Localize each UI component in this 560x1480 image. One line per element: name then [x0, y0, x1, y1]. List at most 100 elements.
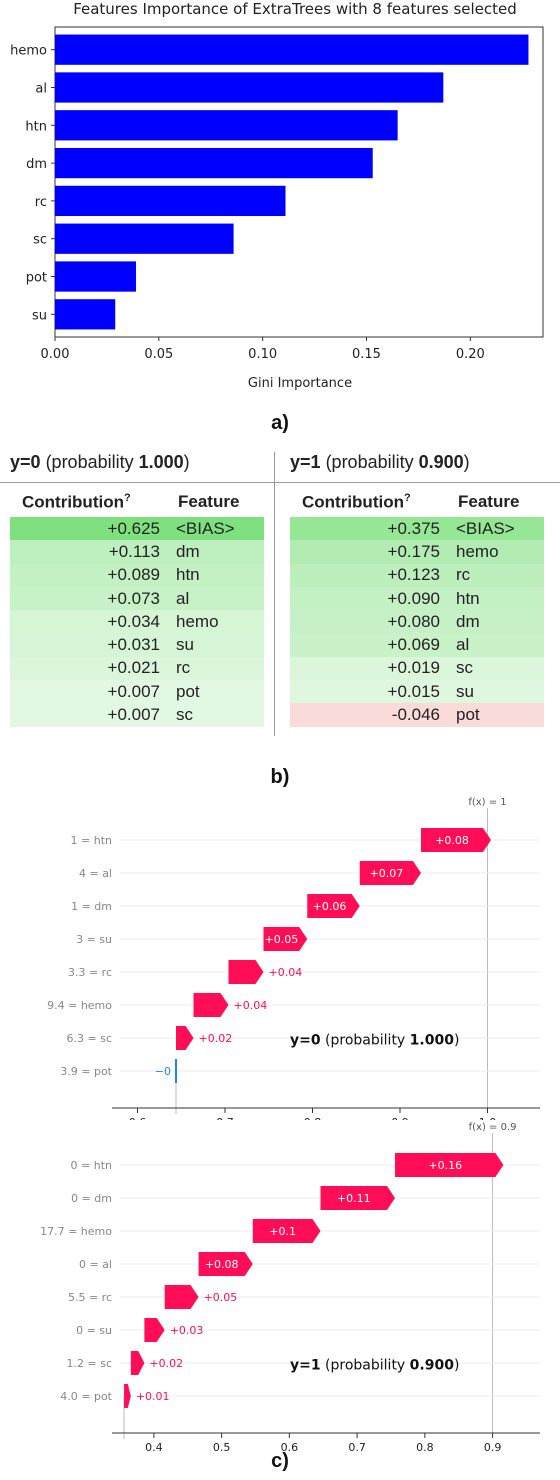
feature-name: pot [456, 705, 480, 725]
shap-bar [176, 1026, 194, 1050]
contribution-label: +0.01 [136, 1390, 170, 1403]
x-tick-label: 0.9 [484, 1441, 502, 1454]
bar-pot [55, 261, 136, 292]
contribution-label: +0.04 [234, 999, 268, 1012]
contribution-label: +0.05 [204, 1291, 238, 1304]
probability-prefix: (probability [325, 452, 419, 472]
shap-bar [421, 828, 491, 852]
probability-value: 0.900 [418, 452, 464, 472]
feature-name: <BIAS> [456, 518, 515, 538]
feature-name: dm [176, 541, 200, 561]
contribution-label: +0.04 [269, 966, 303, 979]
bar-sc [55, 223, 234, 254]
contribution-value: +0.113 [108, 541, 160, 561]
shap-waterfall-y1: f(x) = 0.9 0 = htn +0.16 0 = dm +0.11 17.7 = … [40, 1122, 540, 1454]
bar-hemo [55, 34, 529, 65]
y-tick-label: su [32, 308, 47, 323]
feature-label: 1 = dm [71, 900, 112, 913]
shap-bar [228, 960, 264, 984]
contribution-label: +0.11 [337, 1192, 371, 1205]
x-tick-label: 0.20 [456, 347, 485, 362]
chart-title: Features Importance of ExtraTrees with 8… [73, 0, 517, 18]
feature-header: Feature [458, 492, 520, 511]
contribution-table-y1: Contribution? Feature +0.375 <BIAS> +0.175… [290, 487, 544, 727]
shap-waterfall-y0: f(x) = 1 1 = htn +0.08 4 = al +0.07 1 = dm +0.… [47, 797, 540, 1120]
feature-name: sc [176, 705, 193, 725]
feature-label: 5.5 = rc [68, 1291, 112, 1304]
x-tick-label: 0.10 [248, 347, 277, 362]
table-row: +0.175 hemo [290, 540, 544, 564]
x-tick-label: 0.7 [348, 1441, 366, 1454]
prediction-annotation: y=1 (probability 0.900) [290, 1358, 459, 1374]
table-divider-top [0, 482, 560, 483]
contribution-value: +0.625 [107, 518, 160, 538]
feature-label: 0 = dm [71, 1192, 112, 1205]
plot-frame [54, 26, 544, 338]
contribution-value: +0.073 [107, 588, 160, 608]
contribution-value: +0.031 [107, 635, 160, 655]
contribution-value: +0.007 [107, 681, 160, 701]
table-row: +0.021 rc [10, 656, 264, 681]
contribution-label: +0.1 [269, 1225, 296, 1238]
shap-bar [395, 1153, 504, 1177]
contribution-header: Contribution? [302, 491, 411, 512]
contribution-value: +0.089 [107, 565, 160, 585]
feature-name: hemo [176, 611, 219, 631]
contribution-value: +0.015 [387, 681, 440, 701]
contribution-table-y0: Contribution? Feature +0.625 <BIAS> +0.113… [10, 487, 264, 727]
bar-al [55, 72, 444, 103]
y-tick-label: rc [35, 195, 47, 210]
feature-label: 17.7 = hemo [40, 1225, 112, 1238]
feature-label: 0 = su [76, 1324, 112, 1337]
panel-label-c: c) [271, 1450, 289, 1472]
panel-label-a: a) [271, 412, 289, 434]
feature-label: 0 = htn [71, 1159, 112, 1172]
class-label: y=0 [10, 452, 41, 472]
table-row: +0.625 <BIAS> [10, 517, 264, 541]
table-row: +0.034 hemo [10, 610, 264, 634]
feature-name: al [176, 588, 190, 608]
probability-value: 1.000 [138, 452, 184, 472]
contribution-label: +0.06 [313, 900, 347, 913]
feature-label: 1.2 = sc [67, 1357, 112, 1370]
table-row: +0.015 su [290, 680, 544, 704]
table-row: +0.007 pot [10, 680, 264, 704]
feature-label: 6.3 = sc [67, 1032, 112, 1045]
contribution-value: +0.375 [387, 518, 440, 538]
contribution-label: +0.07 [370, 867, 404, 880]
x-tick-label: 0.6 [129, 1116, 147, 1120]
contribution-label: +0.02 [199, 1032, 233, 1045]
x-tick-label: 0.7 [216, 1116, 234, 1120]
x-tick-label: 0.8 [416, 1441, 434, 1454]
feature-label: 4 = al [79, 867, 112, 880]
x-tick-label: 0.6 [281, 1441, 299, 1454]
bar-rc [55, 185, 286, 217]
table-row: +0.031 su [10, 633, 264, 657]
y-tick-label: sc [33, 233, 47, 248]
contribution-label: +0.03 [170, 1324, 204, 1337]
y-tick-label: pot [26, 271, 47, 286]
shap-bar [130, 1351, 145, 1375]
x-tick-label: 1.0 [479, 1116, 497, 1120]
feature-label: 9.4 = hemo [47, 999, 112, 1012]
feature-label: 3.9 = pot [60, 1065, 112, 1078]
table-row: +0.069 al [290, 633, 544, 657]
contribution-label: +0.08 [435, 834, 469, 847]
contribution-value: +0.080 [387, 611, 440, 631]
contribution-label: +0.05 [265, 933, 299, 946]
table-row: +0.080 dm [290, 610, 544, 634]
feature-label: 1 = htn [71, 834, 112, 847]
panel-label-b: b) [270, 766, 290, 788]
prediction-annotation: y=0 (probability 1.000) [290, 1033, 459, 1049]
feature-name: dm [456, 611, 480, 631]
contribution-value: +0.090 [387, 588, 440, 608]
contribution-value: +0.007 [107, 705, 160, 725]
table-row: +0.375 <BIAS> [290, 517, 544, 541]
feature-name: <BIAS> [176, 518, 235, 538]
class-label: y=1 [290, 452, 321, 472]
shap-bar [359, 861, 421, 885]
table-right-heading: y=1 (probability 0.900) [290, 452, 470, 473]
shap-bar [307, 894, 360, 918]
bar-dm [55, 147, 373, 179]
x-axis-label: Gini Importance [248, 376, 352, 391]
